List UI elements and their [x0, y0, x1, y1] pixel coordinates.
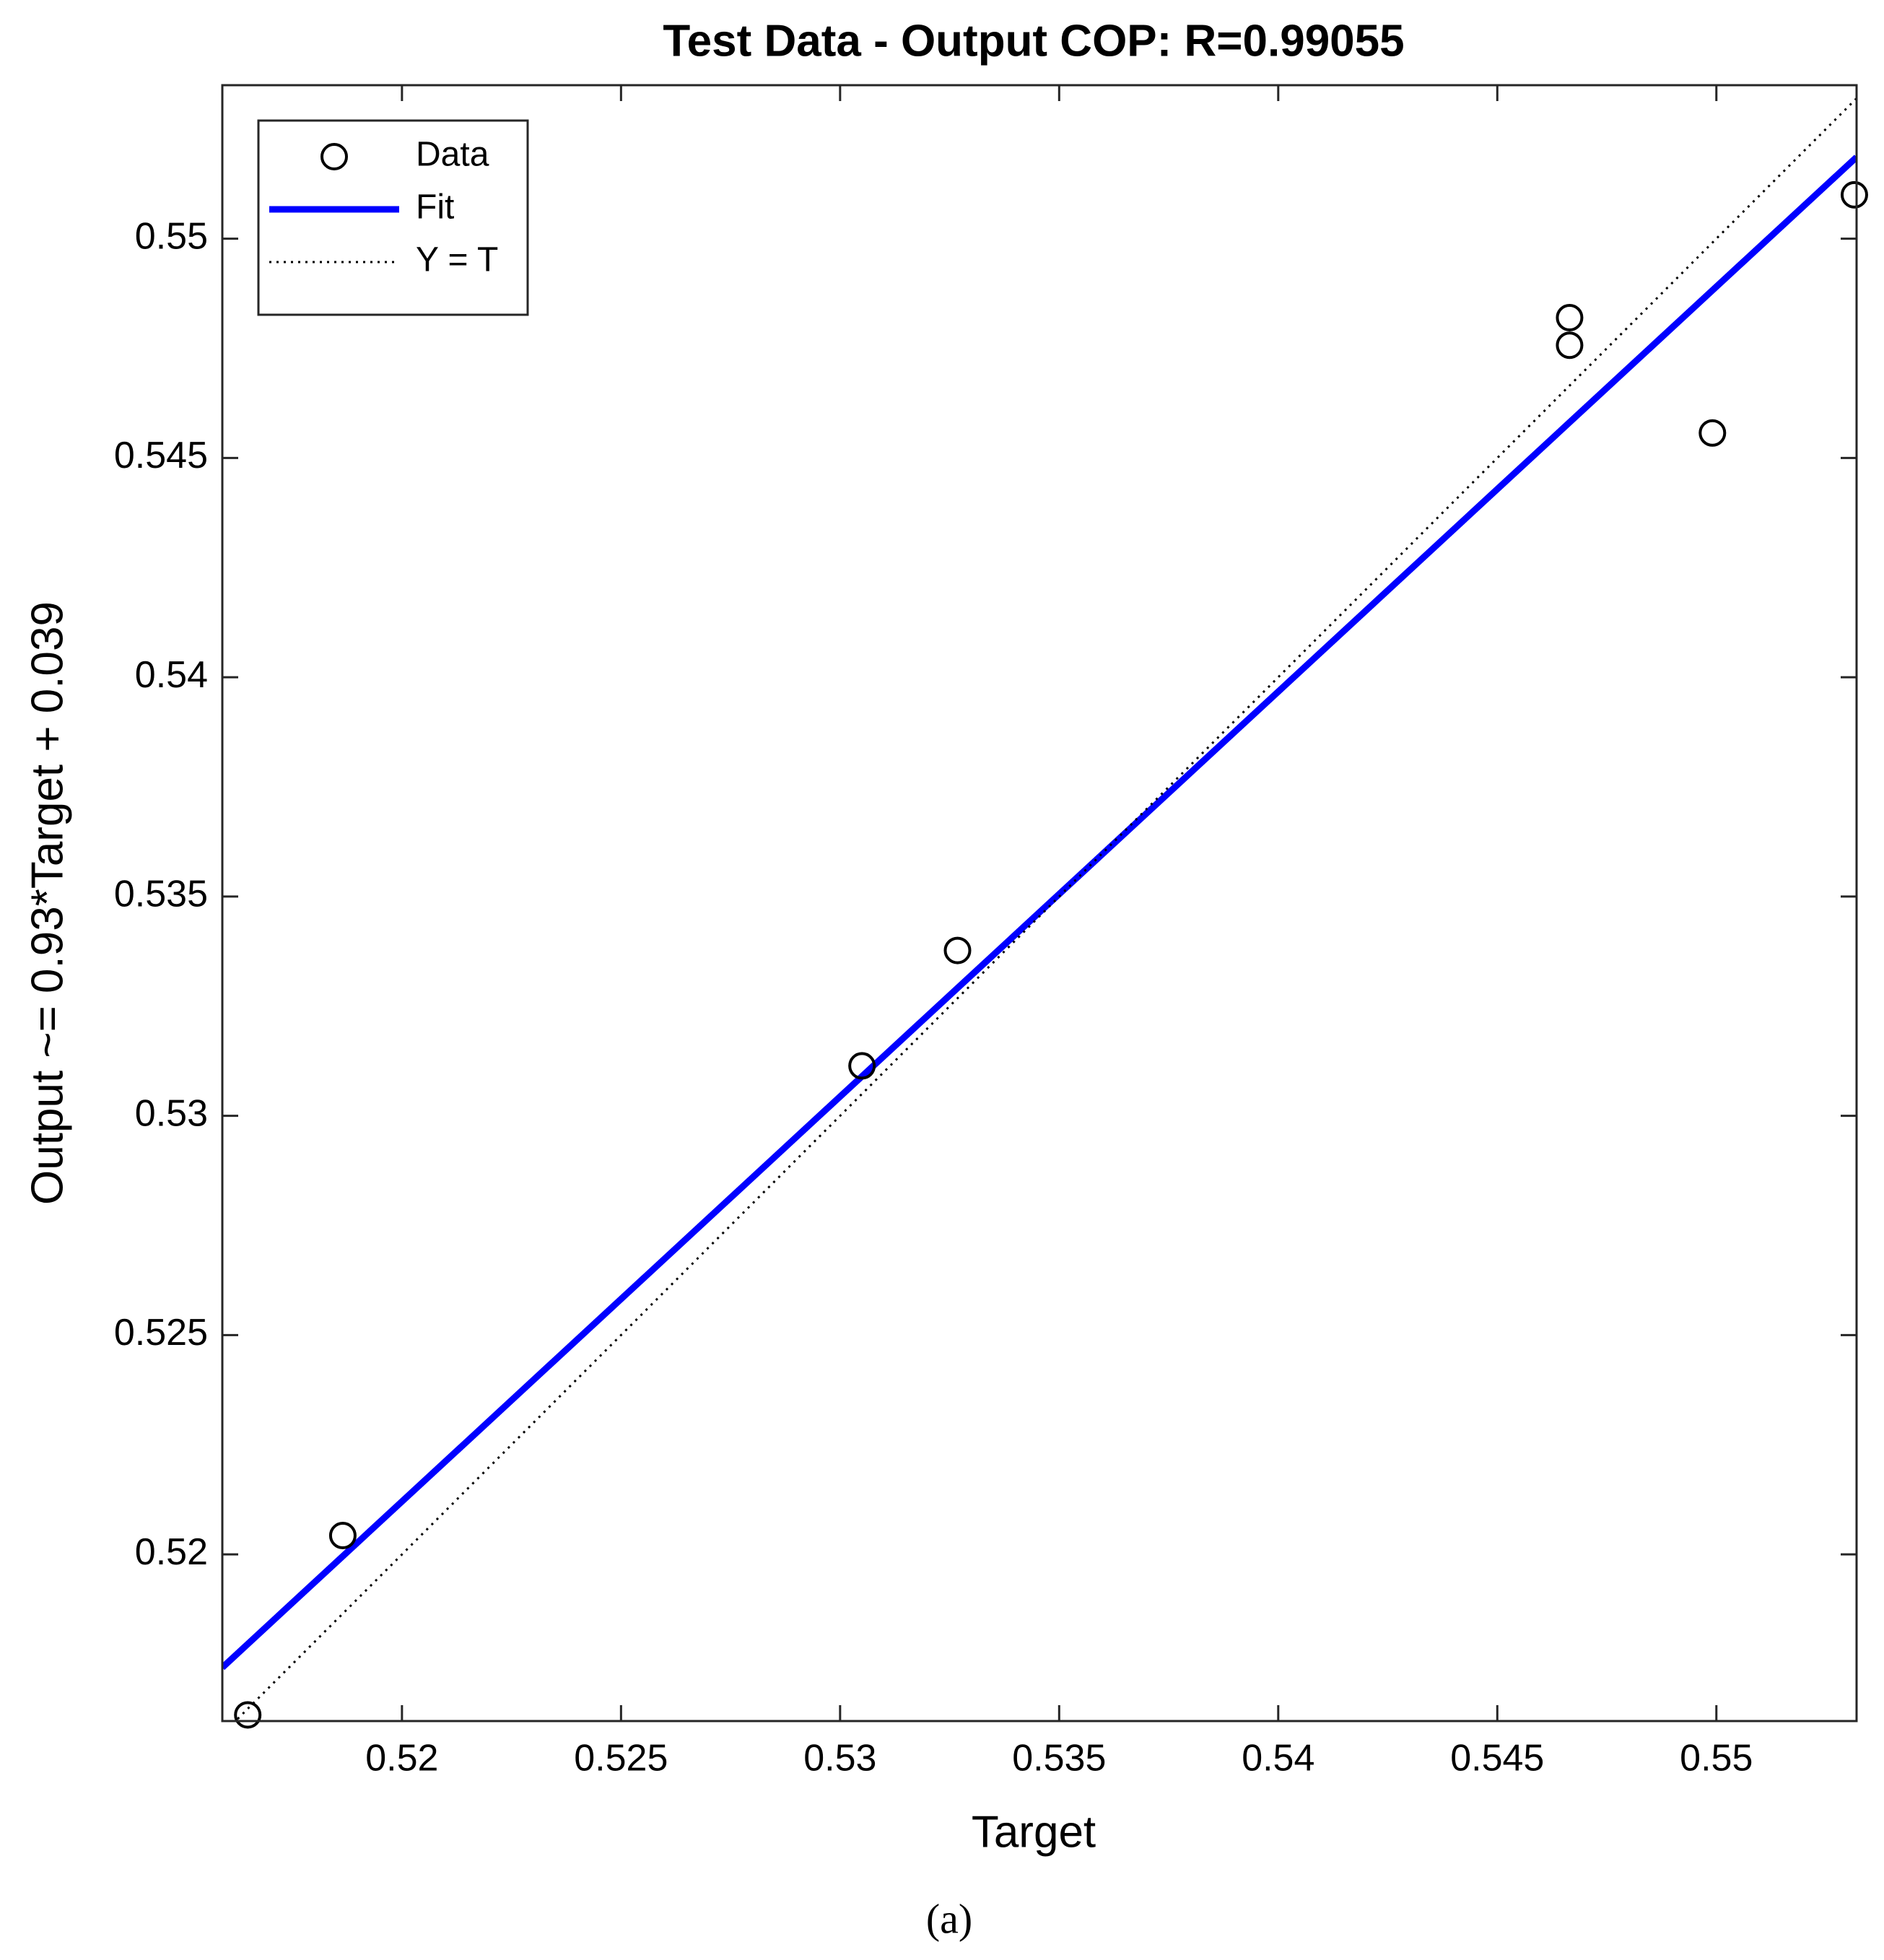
legend-label: Data [416, 136, 489, 174]
legend: Data Fit Y = T [257, 119, 529, 316]
x-tick-label: 0.535 [1012, 1738, 1106, 1780]
x-tick-label: 0.55 [1680, 1738, 1753, 1780]
data-point [943, 936, 972, 964]
legend-box [257, 119, 529, 316]
x-axis-label: Target [972, 1807, 1096, 1857]
y-tick-label: 0.54 [135, 654, 208, 696]
x-tick-label: 0.545 [1450, 1738, 1544, 1780]
y-tick-label: 0.525 [114, 1312, 208, 1354]
data-point [234, 1701, 262, 1729]
data-point [1840, 180, 1868, 209]
data-point [1556, 303, 1584, 331]
series-line [234, 97, 1857, 1721]
x-tick-label: 0.54 [1242, 1738, 1314, 1780]
data-point [1556, 331, 1584, 360]
series-line [222, 154, 1857, 1671]
chart-title: Test Data - Output COP: R=0.99055 [663, 16, 1404, 66]
legend-label: Fit [416, 188, 454, 227]
y-axis-label: Output ~= 0.93*Target + 0.039 [22, 601, 72, 1205]
x-tick-label: 0.52 [365, 1738, 438, 1780]
y-tick-label: 0.52 [135, 1531, 208, 1573]
plot-area [222, 85, 1857, 1721]
data-point [1698, 419, 1727, 447]
y-tick-label: 0.535 [114, 874, 208, 915]
legend-label: Y = T [416, 241, 498, 279]
axes-box [221, 84, 1858, 1722]
x-tick-label: 0.53 [803, 1738, 876, 1780]
plot-layer [222, 97, 1857, 1721]
x-tick-label: 0.525 [574, 1738, 668, 1780]
y-tick-label: 0.545 [114, 435, 208, 476]
legend-marker [320, 143, 348, 170]
data-point [848, 1052, 876, 1080]
data-point [328, 1522, 357, 1550]
y-tick-label: 0.55 [135, 215, 208, 257]
caption: (a) [926, 1895, 972, 1942]
y-tick-label: 0.53 [135, 1092, 208, 1134]
